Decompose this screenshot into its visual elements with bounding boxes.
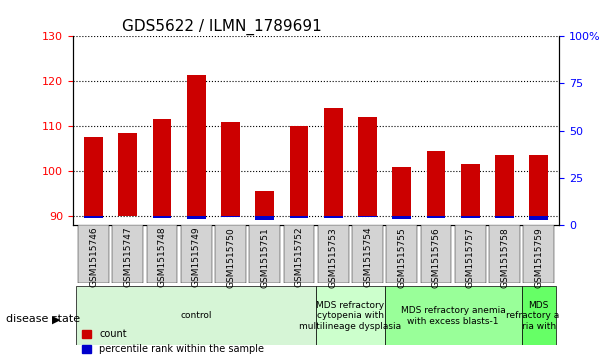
- Text: GSM1515756: GSM1515756: [432, 227, 441, 287]
- Bar: [84, 216, 103, 219]
- Text: GSM1515759: GSM1515759: [534, 227, 544, 287]
- Bar: [119, 133, 137, 216]
- FancyBboxPatch shape: [147, 225, 178, 283]
- Bar: [358, 117, 377, 216]
- FancyBboxPatch shape: [385, 286, 522, 345]
- Text: GSM1515750: GSM1515750: [226, 227, 235, 287]
- Text: GSM1515753: GSM1515753: [329, 227, 338, 287]
- FancyBboxPatch shape: [112, 225, 143, 283]
- FancyBboxPatch shape: [181, 225, 212, 283]
- Bar: [530, 155, 548, 216]
- Bar: [187, 74, 206, 216]
- Bar: [255, 191, 274, 216]
- Bar: [427, 216, 446, 219]
- Text: GSM1515757: GSM1515757: [466, 227, 475, 287]
- Bar: [530, 216, 548, 220]
- FancyBboxPatch shape: [522, 286, 556, 345]
- Text: disease state: disease state: [6, 314, 80, 325]
- FancyBboxPatch shape: [215, 225, 246, 283]
- FancyBboxPatch shape: [523, 225, 554, 283]
- Text: GSM1515746: GSM1515746: [89, 227, 98, 287]
- Text: GDS5622 / ILMN_1789691: GDS5622 / ILMN_1789691: [122, 19, 322, 35]
- FancyBboxPatch shape: [386, 225, 417, 283]
- Text: GSM1515754: GSM1515754: [363, 227, 372, 287]
- Bar: [324, 108, 343, 216]
- Text: control: control: [181, 311, 212, 320]
- FancyBboxPatch shape: [283, 225, 314, 283]
- Bar: [392, 216, 411, 219]
- Bar: [187, 216, 206, 219]
- FancyBboxPatch shape: [78, 225, 109, 283]
- FancyBboxPatch shape: [77, 286, 316, 345]
- Bar: [392, 167, 411, 216]
- Legend: count, percentile rank within the sample: count, percentile rank within the sample: [78, 326, 268, 358]
- Bar: [221, 122, 240, 216]
- Bar: [289, 126, 308, 216]
- Bar: [289, 216, 308, 219]
- Bar: [461, 216, 480, 219]
- Text: GSM1515747: GSM1515747: [123, 227, 133, 287]
- Text: GSM1515752: GSM1515752: [294, 227, 303, 287]
- Text: GSM1515749: GSM1515749: [192, 227, 201, 287]
- Bar: [153, 216, 171, 217]
- FancyBboxPatch shape: [249, 225, 280, 283]
- Text: GSM1515748: GSM1515748: [157, 227, 167, 287]
- Text: MDS refractory
cytopenia with
multilineage dysplasia: MDS refractory cytopenia with multilinea…: [299, 301, 401, 331]
- Text: GSM1515755: GSM1515755: [397, 227, 406, 287]
- Text: ▶: ▶: [52, 314, 60, 325]
- FancyBboxPatch shape: [352, 225, 383, 283]
- Bar: [255, 216, 274, 220]
- Bar: [324, 216, 343, 217]
- FancyBboxPatch shape: [455, 225, 486, 283]
- Text: MDS refractory anemia
with excess blasts-1: MDS refractory anemia with excess blasts…: [401, 306, 505, 326]
- FancyBboxPatch shape: [316, 286, 385, 345]
- Text: GSM1515751: GSM1515751: [260, 227, 269, 287]
- Bar: [84, 138, 103, 216]
- Bar: [427, 151, 446, 216]
- Text: GSM1515758: GSM1515758: [500, 227, 509, 287]
- Bar: [495, 155, 514, 216]
- Bar: [221, 216, 240, 217]
- Bar: [358, 216, 377, 217]
- FancyBboxPatch shape: [318, 225, 349, 283]
- Text: MDS
refractory ane
ria with: MDS refractory ane ria with: [506, 301, 571, 331]
- Bar: [495, 216, 514, 217]
- Bar: [461, 164, 480, 216]
- Bar: [153, 119, 171, 216]
- FancyBboxPatch shape: [421, 225, 452, 283]
- FancyBboxPatch shape: [489, 225, 520, 283]
